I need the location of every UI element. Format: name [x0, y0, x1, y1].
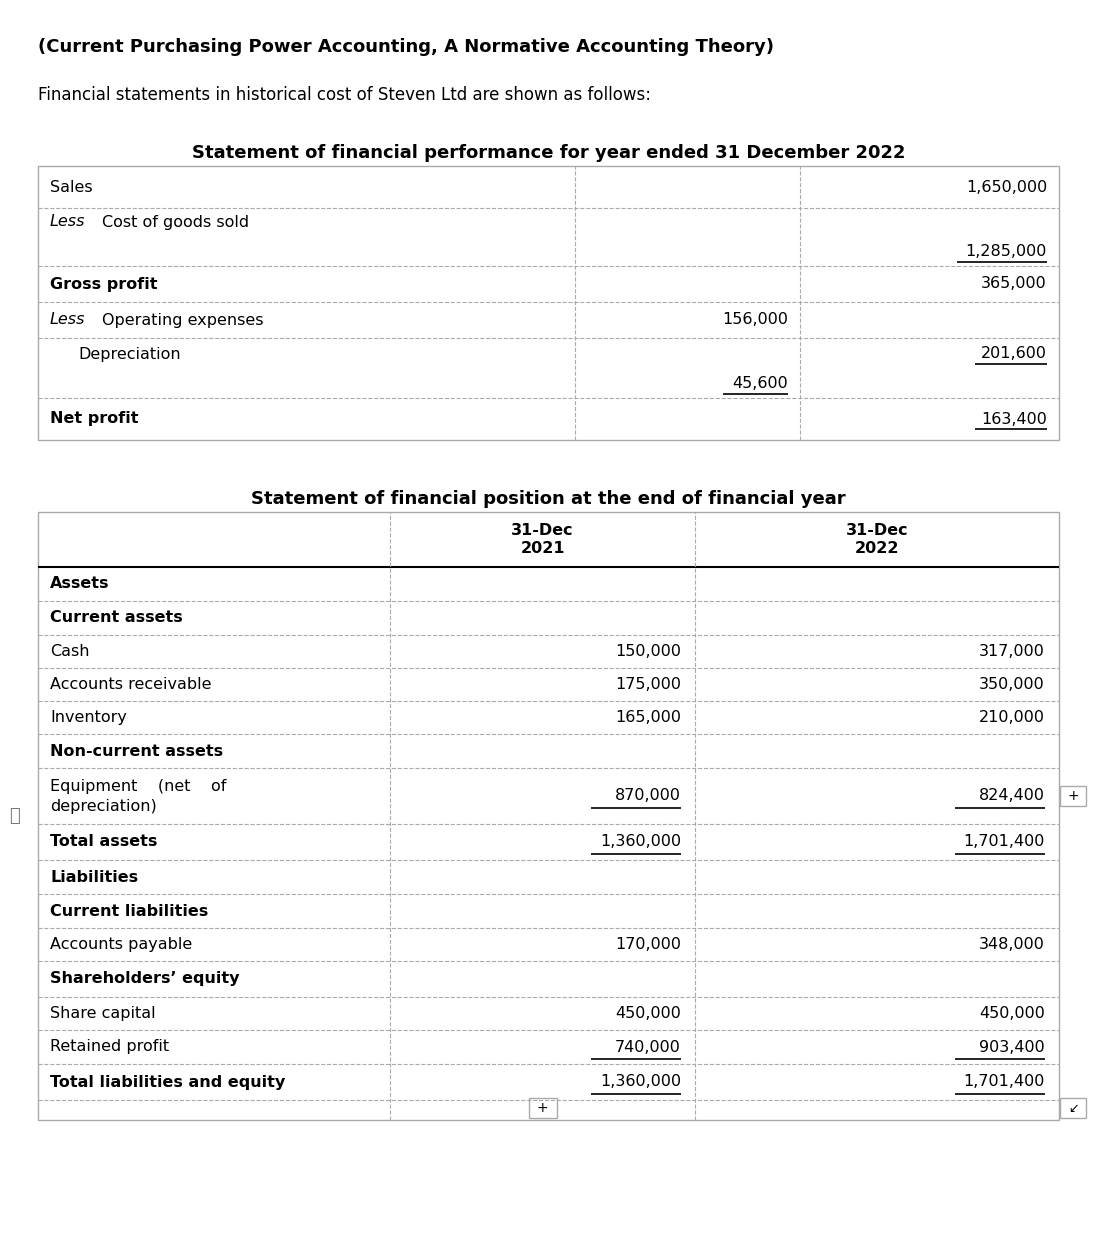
Text: 2021: 2021: [520, 541, 565, 556]
Text: (Current Purchasing Power Accounting, A Normative Accounting Theory): (Current Purchasing Power Accounting, A …: [38, 38, 774, 56]
Text: 175,000: 175,000: [615, 677, 681, 692]
Text: Net profit: Net profit: [50, 411, 138, 426]
Text: 170,000: 170,000: [615, 937, 681, 952]
Text: Gross profit: Gross profit: [50, 277, 158, 292]
Text: Less: Less: [50, 312, 86, 327]
Text: Current liabilities: Current liabilities: [50, 903, 208, 918]
Text: 350,000: 350,000: [980, 677, 1045, 692]
Text: Statement of financial position at the end of financial year: Statement of financial position at the e…: [251, 490, 846, 507]
Bar: [529, 1098, 556, 1118]
Text: 348,000: 348,000: [980, 937, 1045, 952]
Bar: [1060, 1098, 1086, 1118]
Text: 1,360,000: 1,360,000: [600, 1075, 681, 1090]
Text: 317,000: 317,000: [980, 644, 1045, 659]
Text: Accounts receivable: Accounts receivable: [50, 677, 212, 692]
Text: Retained profit: Retained profit: [50, 1040, 169, 1055]
Text: 1,701,400: 1,701,400: [963, 834, 1045, 850]
Text: 163,400: 163,400: [981, 411, 1047, 426]
Text: 870,000: 870,000: [615, 788, 681, 803]
Text: 903,400: 903,400: [980, 1040, 1045, 1055]
Bar: [38, 512, 1059, 1120]
Text: Total liabilities and equity: Total liabilities and equity: [50, 1075, 285, 1090]
Text: Non-current assets: Non-current assets: [50, 743, 223, 758]
Text: 1,360,000: 1,360,000: [600, 834, 681, 850]
Text: Statement of financial performance for year ended 31 December 2022: Statement of financial performance for y…: [192, 144, 905, 162]
Text: +: +: [536, 1101, 548, 1115]
Text: ⤢: ⤢: [9, 807, 20, 824]
Text: Share capital: Share capital: [50, 1006, 156, 1021]
Text: Shareholders’ equity: Shareholders’ equity: [50, 971, 239, 986]
Text: 740,000: 740,000: [615, 1040, 681, 1055]
Text: depreciation): depreciation): [50, 798, 157, 813]
Text: Less: Less: [50, 214, 86, 229]
Text: Total assets: Total assets: [50, 834, 157, 850]
Text: Sales: Sales: [50, 179, 92, 194]
Text: 165,000: 165,000: [615, 710, 681, 725]
Text: Cash: Cash: [50, 644, 90, 659]
Bar: [38, 165, 1059, 440]
Text: 1,701,400: 1,701,400: [963, 1075, 1045, 1090]
Text: 450,000: 450,000: [615, 1006, 681, 1021]
Text: 45,600: 45,600: [733, 376, 788, 391]
Text: Cost of goods sold: Cost of goods sold: [102, 214, 249, 229]
Text: +: +: [1067, 789, 1078, 803]
Text: 1,285,000: 1,285,000: [965, 244, 1047, 259]
Text: ↙: ↙: [1067, 1101, 1078, 1114]
Text: 210,000: 210,000: [979, 710, 1045, 725]
Text: Operating expenses: Operating expenses: [102, 312, 263, 327]
Text: Accounts payable: Accounts payable: [50, 937, 192, 952]
Text: 450,000: 450,000: [980, 1006, 1045, 1021]
Text: 1,650,000: 1,650,000: [965, 179, 1047, 194]
Text: Assets: Assets: [50, 576, 110, 591]
Text: Depreciation: Depreciation: [78, 347, 181, 362]
Text: Equipment    (net    of: Equipment (net of: [50, 778, 226, 793]
Text: 150,000: 150,000: [615, 644, 681, 659]
Text: Current assets: Current assets: [50, 610, 183, 625]
Text: 2022: 2022: [855, 541, 900, 556]
Text: Financial statements in historical cost of Steven Ltd are shown as follows:: Financial statements in historical cost …: [38, 86, 651, 104]
Text: 201,600: 201,600: [981, 347, 1047, 362]
Text: 156,000: 156,000: [722, 312, 788, 327]
Text: 31-Dec: 31-Dec: [511, 523, 574, 538]
Text: 31-Dec: 31-Dec: [846, 523, 908, 538]
Bar: [1060, 786, 1086, 806]
Text: Liabilities: Liabilities: [50, 870, 138, 885]
Text: 824,400: 824,400: [979, 788, 1045, 803]
Text: 365,000: 365,000: [981, 277, 1047, 292]
Text: Inventory: Inventory: [50, 710, 127, 725]
